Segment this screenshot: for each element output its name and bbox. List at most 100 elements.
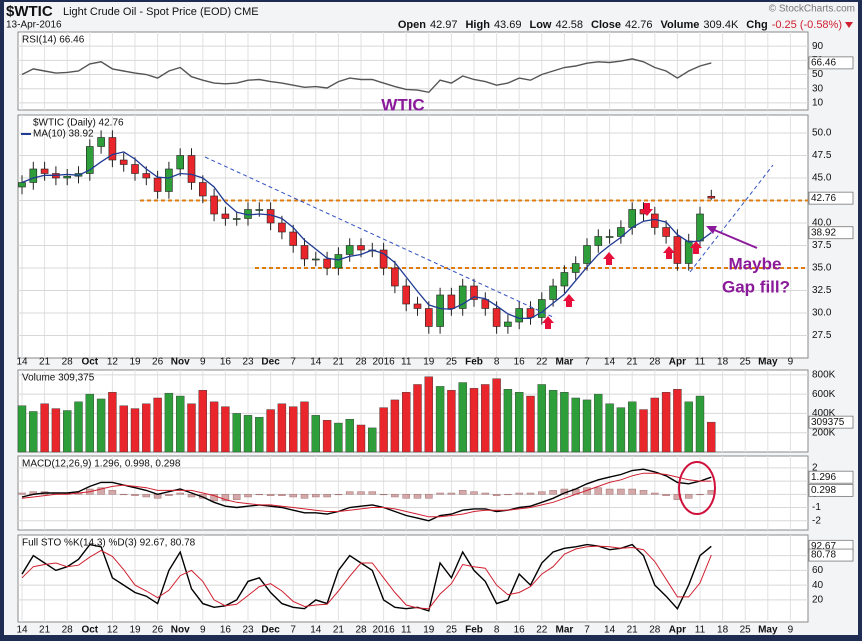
x-tick-label: 16 [514,625,526,636]
volume-bar [153,397,162,453]
volume-bar [458,382,467,453]
x-tick-label: Oct [81,625,98,636]
candle-body [481,299,490,309]
x-tick-label: 25 [740,357,752,368]
instrument-name: Light Crude Oil - Spot Price (EOD) CME [63,6,259,18]
candle-body [187,155,196,183]
histogram-bar [379,494,388,496]
x-tick-label: 9 [788,625,794,636]
y-tick-label: 800K [812,369,836,380]
x-tick-label: 28 [355,625,367,636]
x-tick-label: 25 [740,625,752,636]
volume-bar [209,401,219,453]
x-tick-label: 2016 [372,357,395,368]
x-tick-label: 14 [604,357,616,368]
last-value-box [808,483,854,497]
histogram-bar [334,494,343,496]
volume-bar [469,388,479,453]
volume-bar [322,419,332,453]
legend-label: Full STO %K(14,3) %D(3) 92.67, 80.78 [22,538,196,549]
y-tick-label: 200K [812,427,836,438]
x-tick-label: 18 [717,625,729,636]
y-tick-label: 10 [812,98,824,109]
candle-body [357,245,365,251]
source: © StockCharts.com [769,4,855,15]
y-tick-label: 47.5 [812,150,832,161]
volume-bar [503,389,513,453]
volume-bar [187,403,196,453]
x-tick-label: 2016 [372,625,395,636]
histogram-bar [312,494,320,498]
series-line [21,545,712,610]
legend-label: Volume 309,375 [22,373,95,384]
x-tick-label: 9 [200,357,206,368]
histogram-bar [187,494,196,498]
y-tick-label: 40 [812,580,824,591]
candle-body [696,213,704,242]
series-line [21,472,712,518]
x-tick-label: 28 [649,625,661,636]
signal-arrow [663,246,675,259]
x-tick-label: 26 [152,625,164,636]
last-value-label: 92.67 [811,541,836,552]
histogram-bar [176,492,184,495]
candle-body [391,267,399,287]
candle-body [29,168,38,183]
histogram-bar [232,494,241,500]
series-line [21,468,712,522]
series-line [21,58,712,94]
signal-arrow [690,241,702,254]
volume-bar [40,403,49,453]
quote-value: 42.58 [555,19,583,31]
volume-bar [628,401,637,453]
legend-label: $WTIC (Daily) 42.76 [33,118,124,129]
histogram-bar [266,494,275,496]
candle-body [470,285,478,300]
candle-body [119,159,128,165]
trendline [204,156,556,319]
volume-bar [402,391,411,453]
volume-bar [548,390,558,453]
candle-body [458,285,467,309]
quote-value: -0.25 (-0.58%) [772,19,842,31]
annotation: WTIC [381,95,424,114]
candle-body [526,308,535,318]
candle-body [334,254,343,269]
x-tick-label: Apr [669,625,686,636]
volume-bar [96,398,106,453]
x-tick-label: 28 [649,357,661,368]
annotation: Gap fill? [722,277,790,296]
histogram-bar [628,488,636,495]
volume-bar [368,427,377,453]
last-value-label: 38.92 [811,227,836,238]
x-tick-label: May [758,357,778,368]
last-value-box [808,56,854,70]
last-value-box [808,470,854,484]
histogram-bar [300,494,309,499]
x-tick-label: 21 [39,357,51,368]
x-tick-label: 21 [39,625,51,636]
signal-arrow [603,252,615,265]
volume-bar [650,397,659,453]
volume-bar [526,395,535,453]
histogram-bar [617,488,625,495]
histogram-bar [583,487,591,495]
volume-bar [51,408,61,453]
x-tick-label: 21 [627,357,639,368]
x-tick-label: 11 [695,625,706,636]
x-tick-label: 23 [242,625,254,636]
candle-body [560,272,569,287]
x-tick-label: 28 [62,357,74,368]
quote-label: Chg [746,19,767,31]
volume-bar [63,410,72,453]
histogram-bar [18,492,26,495]
x-tick-label: 11 [401,625,412,636]
histogram-bar [549,490,557,495]
candle-body [210,195,218,215]
x-tick-label: 12 [107,625,119,636]
volume-bar [560,391,569,453]
x-tick-label: 18 [717,357,729,368]
x-tick-label: 25 [446,625,458,636]
histogram-bar [651,492,659,495]
candle-body [176,155,184,170]
